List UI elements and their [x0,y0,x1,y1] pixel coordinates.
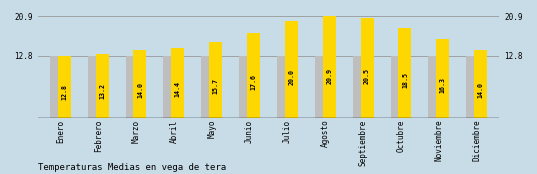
Text: 20.5: 20.5 [364,68,370,84]
Bar [247,33,260,118]
Bar [239,56,252,118]
Bar [126,56,139,118]
Text: Temperaturas Medias en vega de tera: Temperaturas Medias en vega de tera [38,163,226,172]
Bar [390,56,403,118]
Bar [277,56,290,118]
Text: 20.0: 20.0 [288,69,294,85]
Bar [323,17,336,118]
Text: 13.2: 13.2 [99,83,105,99]
Text: 16.3: 16.3 [440,77,446,93]
Bar [437,39,449,118]
Bar [429,56,441,118]
Text: 20.9: 20.9 [326,68,332,84]
Bar [163,56,176,118]
Bar [466,56,479,118]
Text: 14.4: 14.4 [175,81,181,97]
Bar [50,56,63,118]
Text: 14.0: 14.0 [477,82,484,98]
Bar [353,56,366,118]
Bar [96,54,108,118]
Text: 15.7: 15.7 [213,78,219,94]
Text: 12.8: 12.8 [61,84,67,100]
Bar [361,18,374,118]
Bar [398,28,411,118]
Bar [134,50,147,118]
Bar [285,21,298,118]
Bar [315,56,328,118]
Text: 14.0: 14.0 [137,82,143,98]
Bar [474,50,487,118]
Bar [201,56,214,118]
Bar [209,42,222,118]
Bar [58,56,71,118]
Text: 18.5: 18.5 [402,72,408,88]
Bar [88,56,100,118]
Text: 17.6: 17.6 [251,74,257,90]
Bar [171,48,184,118]
